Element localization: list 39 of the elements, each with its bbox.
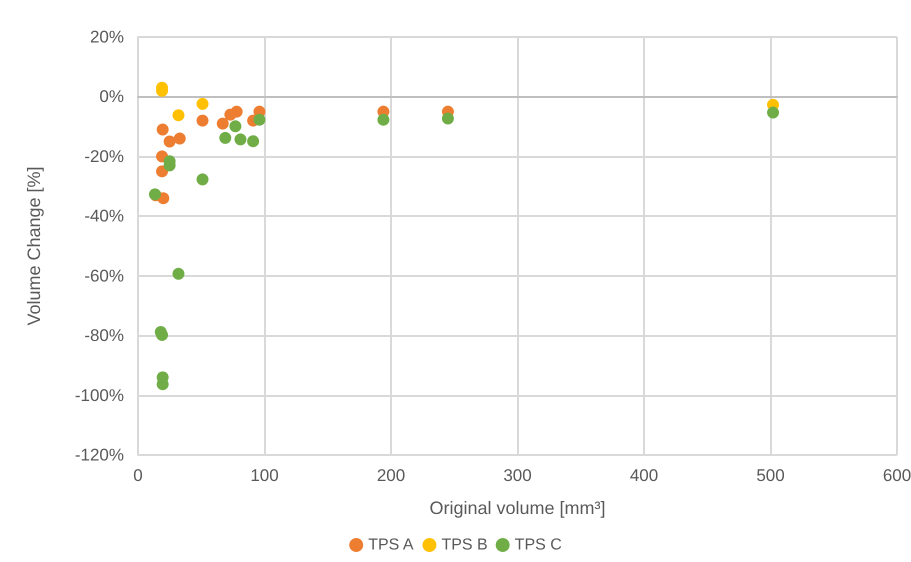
- point: [234, 133, 246, 146]
- point: [196, 98, 209, 110]
- point: [216, 118, 229, 130]
- y-tick-label: 0%: [99, 87, 124, 106]
- x-axis-title: Original volume [mm³]: [429, 498, 606, 518]
- y-tick-label: -120%: [74, 446, 124, 464]
- y-axis-title: Volume Change [%]: [24, 166, 44, 326]
- point: [253, 114, 266, 126]
- point: [224, 108, 236, 121]
- x-tick-label: 0: [133, 466, 143, 485]
- point: [229, 120, 242, 132]
- point: [156, 165, 168, 178]
- point: [377, 114, 390, 126]
- x-tick-label: 600: [882, 466, 911, 485]
- point: [442, 112, 454, 125]
- point: [174, 132, 186, 145]
- point: [219, 132, 232, 144]
- x-tick-label: 500: [756, 466, 785, 485]
- x-tick-label: 100: [250, 466, 279, 485]
- legend-label: TPS A: [368, 536, 414, 554]
- y-tick-label: -100%: [74, 386, 124, 405]
- y-tick-label: -60%: [84, 266, 124, 286]
- point: [196, 173, 209, 186]
- point: [172, 268, 184, 280]
- point: [247, 135, 260, 148]
- point: [767, 106, 780, 119]
- y-tick-label: -40%: [84, 206, 124, 226]
- legend-label: TPS B: [441, 536, 488, 554]
- x-tick-label: 400: [630, 466, 658, 485]
- x-tick-label: 300: [503, 466, 532, 485]
- point: [172, 109, 184, 122]
- legend-label: TPS C: [514, 536, 562, 554]
- point: [156, 124, 169, 136]
- x-tick-label: 200: [376, 466, 406, 485]
- y-tick-label: -20%: [84, 146, 124, 166]
- y-tick-label: -80%: [84, 326, 124, 346]
- point: [196, 114, 209, 127]
- point: [164, 136, 176, 148]
- y-tick-label: 20%: [90, 28, 124, 46]
